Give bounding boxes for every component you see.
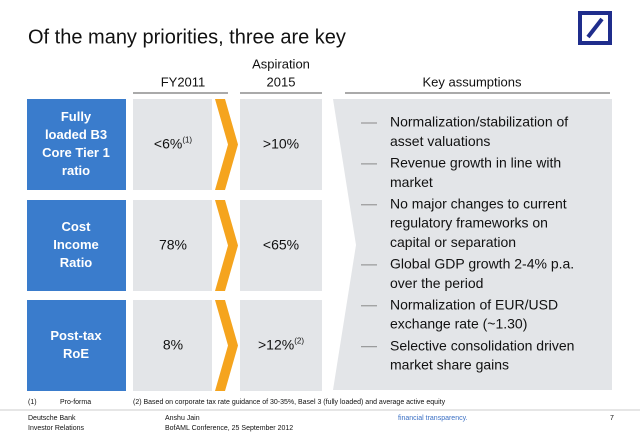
value: >12% [258,336,294,352]
row-label: Core Tier 1 [42,145,110,160]
assumption-text: Revenue growth in line with [390,155,561,171]
row-label: Fully [61,109,92,124]
cell-value: <65% [263,236,299,252]
value-box [240,99,322,190]
column-header: FY2011 [161,74,206,89]
column-header: Key assumptions [423,74,522,89]
cell-value: >12%(2) [258,336,304,352]
value-box [240,300,322,391]
arrow [215,99,238,190]
tagline: financial transparency. [398,415,468,422]
column-header: 2015 [267,74,296,89]
value-box [133,99,212,190]
assumption-text: exchange rate (~1.30) [390,316,527,332]
cell-value: <6%(1) [154,135,193,151]
footer-presenter: BofAML Conference, 25 September 2012 [165,425,293,432]
cell-value: 8% [163,336,183,352]
row-label: Post-tax [50,328,102,343]
row-label: Income [53,237,99,252]
assumption-text: regulatory frameworks on [390,215,548,231]
assumption-text: Global GDP growth 2-4% p.a. [390,256,574,272]
value: 78% [159,236,187,252]
footnote: (2) Based on corporate tax rate guidance… [133,399,446,406]
slide-title: Of the many priorities, three are key [28,26,346,48]
value-box [240,200,322,291]
row-label-box [27,99,126,190]
value: >10% [263,135,299,151]
assumption-text: Normalization/stabilization of [390,114,568,130]
footer-presenter: Anshu Jain [165,415,200,422]
row-label: ratio [62,163,90,178]
value: <6% [154,135,182,151]
footnote-ref: (2) [294,337,304,346]
cell-value: >10% [263,135,299,151]
value: 8% [163,336,183,352]
assumption-text: market [390,174,433,190]
footer-company: Deutsche Bank [28,415,76,422]
assumption-text: Normalization of EUR/USD [390,297,558,313]
value-box [133,200,212,291]
assumption-text: Selective consolidation driven [390,337,574,353]
assumption-text: over the period [390,275,483,291]
row-label: Ratio [60,255,93,270]
assumptions-panel [333,99,612,390]
arrow [215,300,238,391]
arrow [215,200,238,291]
assumption-text: capital or separation [390,234,516,250]
footnote-ref: (1) [182,136,192,145]
assumption-text: asset valuations [390,133,490,149]
footnote-marker: (1) [28,399,37,406]
row-label: RoE [63,346,89,361]
assumption-text: No major changes to current [390,196,567,212]
cell-value: 78% [159,236,187,252]
page-number: 7 [610,415,614,422]
footer-company: Investor Relations [28,425,85,432]
row-label: loaded B3 [45,127,107,142]
footnote: Pro-forma [60,399,91,406]
row-label: Cost [62,219,92,234]
row-label-box [27,300,126,391]
row-label-box [27,200,126,291]
assumption-text: market share gains [390,357,509,373]
logo [578,11,612,45]
column-header: Aspiration [252,56,310,71]
value-box [133,300,212,391]
value: <65% [263,236,299,252]
